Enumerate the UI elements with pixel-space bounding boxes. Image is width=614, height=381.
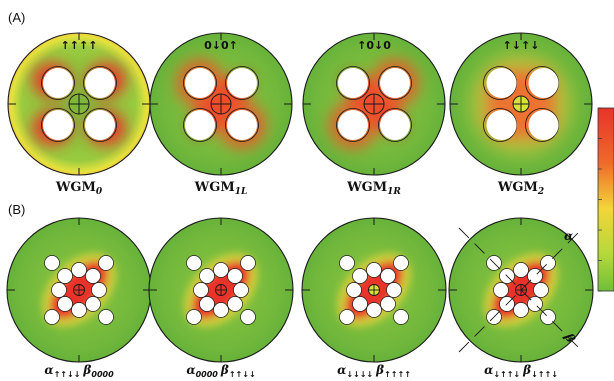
hole xyxy=(57,296,73,312)
alpha-axis-line xyxy=(458,227,584,353)
hole xyxy=(380,268,396,284)
alpha-beta-label: α0000 β↑↑↓↓ xyxy=(186,363,255,379)
hole xyxy=(71,302,87,318)
hole-outline xyxy=(336,108,370,142)
alpha-beta-panel-3: α↓↑↑↓ β↓↑↑↓ xyxy=(448,217,594,379)
hole xyxy=(380,296,396,312)
hole xyxy=(528,68,559,98)
hole xyxy=(513,302,529,318)
hole xyxy=(493,282,509,298)
hole xyxy=(44,255,60,271)
wgm-panel-2: ↑0↓0 WGM1R xyxy=(302,32,446,197)
wgm-panel-0: ↑↑↑↑ WGM0 xyxy=(7,32,151,197)
hole xyxy=(85,268,101,284)
spin-configuration-label: ↑0↓0 xyxy=(357,39,391,52)
hole xyxy=(98,255,114,271)
hole xyxy=(380,68,410,98)
hole xyxy=(186,255,202,271)
panel-a-row: ↑↑↑↑ WGM0 0↓0↑ WGM1L ↑0↓0 WGM1R ↑↓↑↓ WGM2 xyxy=(7,32,593,197)
hole-outline xyxy=(183,66,217,100)
hole xyxy=(338,110,368,140)
hole-outline xyxy=(336,66,370,100)
hole xyxy=(186,309,202,325)
hole xyxy=(380,110,410,140)
hole xyxy=(185,68,215,98)
colorbar xyxy=(597,107,614,292)
wgm-panel-1: 0↓0↑ WGM1L xyxy=(149,32,293,197)
spin-configuration-label: 0↓0↑ xyxy=(204,39,238,52)
hole xyxy=(227,110,257,140)
hole xyxy=(352,268,368,284)
hole-outline xyxy=(83,66,117,100)
hole-outline xyxy=(41,66,75,100)
hole xyxy=(339,309,355,325)
hole-outline xyxy=(225,108,259,142)
hole-outline xyxy=(225,66,259,100)
alpha-beta-panel-1: α0000 β↑↑↓↓ xyxy=(148,217,294,379)
hole xyxy=(193,282,209,298)
alpha-axis-label: α xyxy=(564,229,573,243)
hole xyxy=(98,309,114,325)
hole xyxy=(486,110,517,140)
hole xyxy=(199,268,215,284)
hole xyxy=(57,268,73,284)
panel-a-label: (A) xyxy=(8,10,25,25)
hole xyxy=(227,296,243,312)
hole xyxy=(227,68,257,98)
hole xyxy=(366,302,382,318)
hole xyxy=(233,282,249,298)
hole xyxy=(240,309,256,325)
hole xyxy=(185,110,215,140)
hole xyxy=(85,110,115,140)
mode-label: WGM0 xyxy=(55,180,103,197)
spin-configuration-label: ↑↑↑↑ xyxy=(61,39,98,52)
hole xyxy=(386,282,402,298)
hole xyxy=(240,255,256,271)
hole xyxy=(366,262,382,278)
hole-outline xyxy=(83,108,117,142)
hole xyxy=(213,262,229,278)
alpha-beta-label: α↓↓↓↓ β↑↑↑↑ xyxy=(337,363,411,379)
hole xyxy=(213,302,229,318)
hole-outline xyxy=(378,108,412,142)
hole xyxy=(352,296,368,312)
hole xyxy=(533,282,549,298)
hole xyxy=(339,255,355,271)
colorbar-ticks xyxy=(598,107,602,292)
hole xyxy=(393,309,409,325)
hole xyxy=(486,68,517,98)
wgm-panel-3: ↑↓↑↓ WGM2 xyxy=(449,32,593,197)
alpha-beta-panel-0: α↑↑↓↓ β0000 xyxy=(6,217,152,379)
hole xyxy=(346,282,362,298)
hole xyxy=(227,268,243,284)
hole xyxy=(43,68,73,98)
alpha-beta-panel-2: α↓↓↓↓ β↑↑↑↑ xyxy=(301,217,447,379)
hole xyxy=(71,262,87,278)
panel-b-row: α↑↑↓↓ β0000 α0000 β↑↑↓↓ α↓↓↓↓ β↑↑↑↑ α↓↑↑↓ β↓↑↑↓ xyxy=(6,217,594,379)
panel-b-label: (B) xyxy=(8,202,25,217)
hole xyxy=(85,68,115,98)
hole-outline xyxy=(378,66,412,100)
hole xyxy=(338,68,368,98)
hole xyxy=(44,309,60,325)
hole xyxy=(393,255,409,271)
hole xyxy=(91,282,107,298)
hole xyxy=(51,282,67,298)
hole-outline xyxy=(183,108,217,142)
mode-label: WGM2 xyxy=(497,180,544,197)
hole xyxy=(199,296,215,312)
hole xyxy=(43,110,73,140)
mode-label: WGM1L xyxy=(194,180,248,197)
spin-configuration-label: ↑↓↑↓ xyxy=(503,39,540,52)
mode-label: WGM1R xyxy=(346,180,401,197)
hole-outline xyxy=(41,108,75,142)
hole xyxy=(85,296,101,312)
alpha-beta-label: α↑↑↓↓ β0000 xyxy=(44,363,114,379)
hole xyxy=(513,262,529,278)
beta-axis-line xyxy=(458,227,584,353)
alpha-beta-label: α↓↑↑↓ β↓↑↑↓ xyxy=(484,363,558,379)
hole xyxy=(528,110,559,140)
